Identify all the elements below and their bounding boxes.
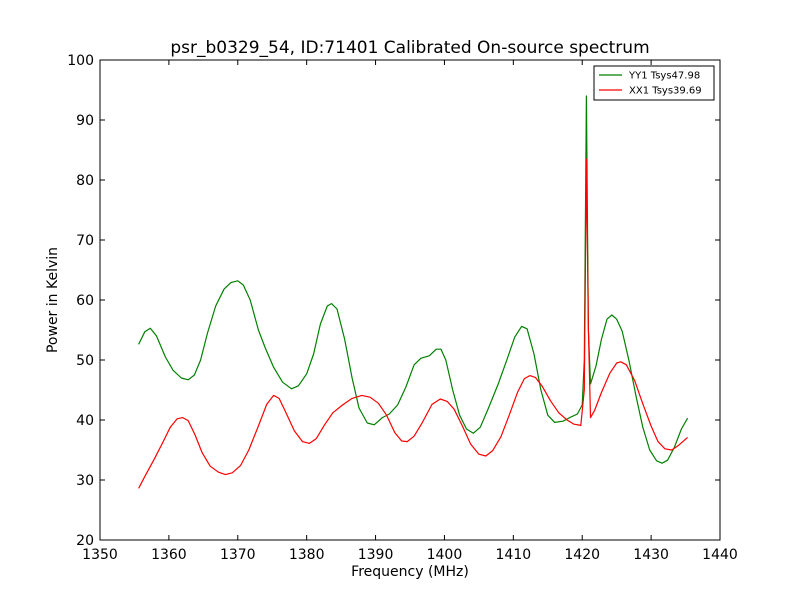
legend-box xyxy=(593,65,715,101)
y-tick-label: 60 xyxy=(76,293,94,309)
x-tick-label: 1420 xyxy=(564,547,600,563)
series-line-2 xyxy=(138,158,688,489)
series-line-1 xyxy=(138,95,689,464)
y-axis-label: Power in Kelvin xyxy=(45,247,61,353)
y-tick-label: 70 xyxy=(76,233,94,249)
y-tick-label: 20 xyxy=(76,533,94,549)
x-axis-ticks: 1350 1360 1370 1380 1390 1400 1410 1420 1430 1440 xyxy=(82,60,738,563)
y-tick-label: 40 xyxy=(76,413,94,429)
y-axis-ticks: 20 30 40 50 60 70 80 90 100 xyxy=(67,53,720,549)
y-tick-label: 30 xyxy=(76,473,94,489)
x-tick-label: 1360 xyxy=(151,547,187,563)
legend-label-1: YY1 Tsys47.98 xyxy=(628,71,700,82)
x-tick-label: 1400 xyxy=(427,547,463,563)
y-tick-label: 50 xyxy=(76,353,94,369)
legend: YY1 Tsys47.98 XX1 Tsys39.69 xyxy=(593,65,715,101)
y-tick-label: 90 xyxy=(76,113,94,129)
chart-title: psr_b0329_54, ID:71401 Calibrated On-sou… xyxy=(170,38,649,58)
x-tick-label: 1370 xyxy=(220,547,256,563)
y-tick-label: 80 xyxy=(76,173,94,189)
x-tick-label: 1430 xyxy=(633,547,669,563)
x-tick-label: 1380 xyxy=(289,547,325,563)
x-tick-label: 1390 xyxy=(358,547,394,563)
plot-series xyxy=(138,95,689,489)
x-tick-label: 1350 xyxy=(82,547,118,563)
y-tick-label: 100 xyxy=(67,53,94,69)
x-tick-label: 1440 xyxy=(702,547,738,563)
x-axis-label: Frequency (MHz) xyxy=(351,564,469,580)
x-tick-label: 1410 xyxy=(496,547,532,563)
legend-label-2: XX1 Tsys39.69 xyxy=(629,86,702,97)
